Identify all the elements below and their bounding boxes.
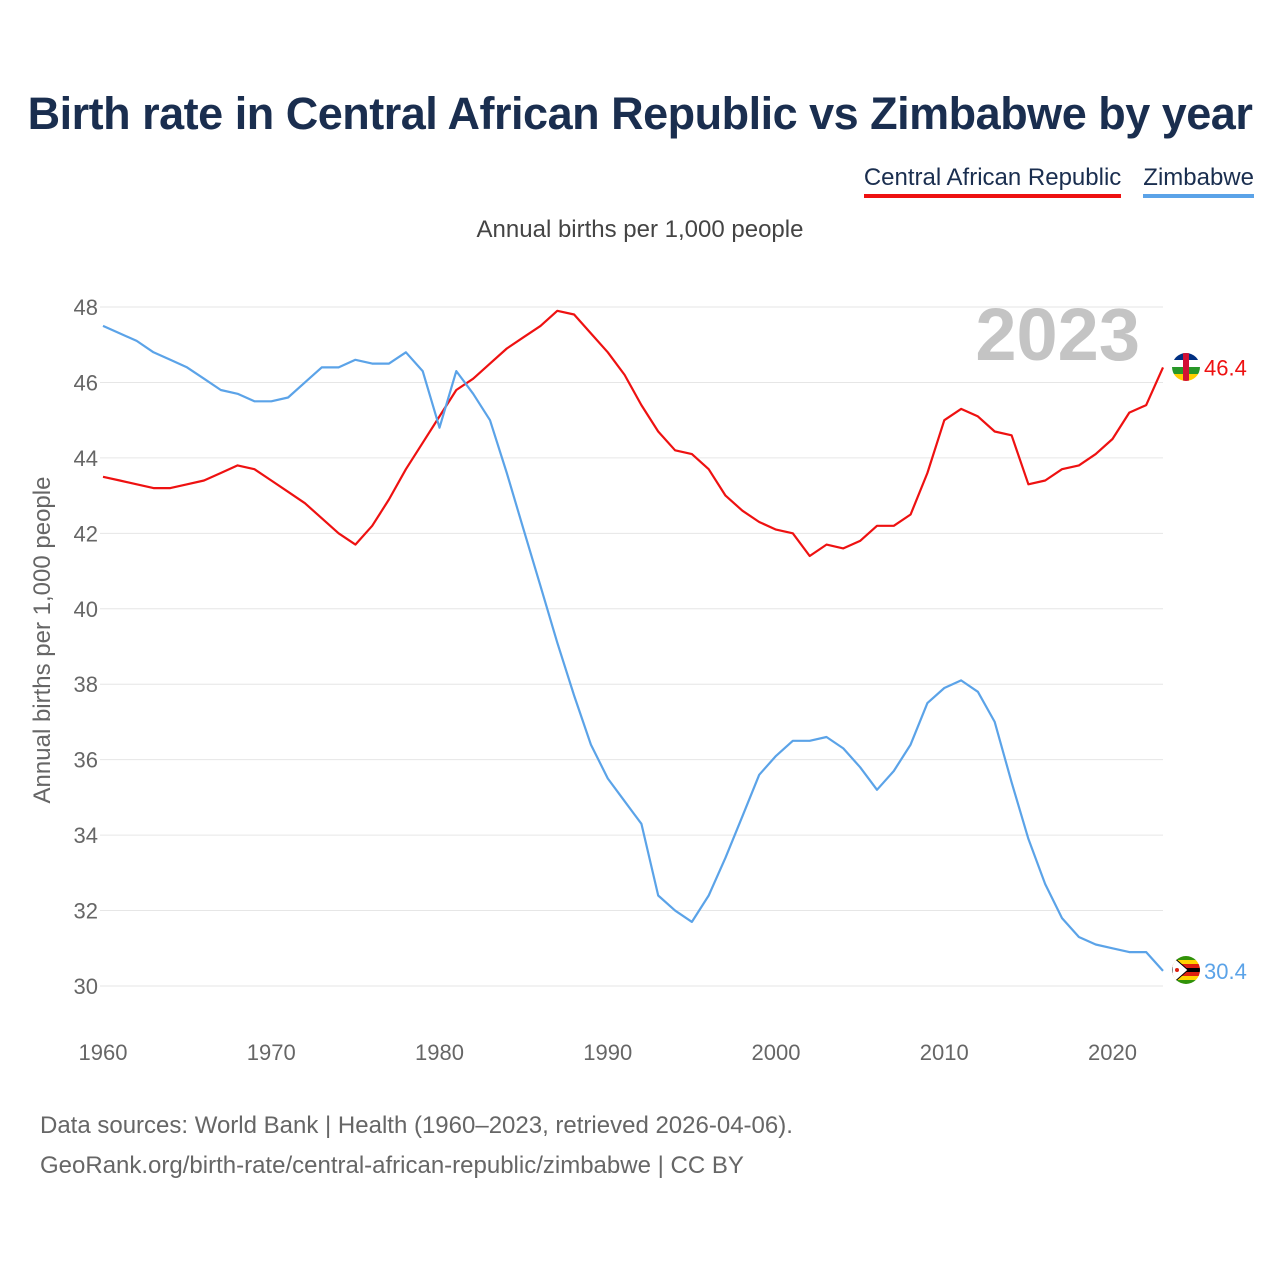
y-tick-label: 38 [74, 672, 98, 697]
x-tick-label: 1990 [583, 1040, 632, 1065]
y-axis-label: Annual births per 1,000 people [29, 477, 56, 804]
x-tick-label: 2020 [1088, 1040, 1137, 1065]
legend: Central African Republic Zimbabwe [863, 164, 1254, 198]
legend-item-central-african-republic[interactable]: Central African Republic [863, 164, 1122, 198]
y-tick-label: 34 [74, 823, 98, 848]
x-tick-label: 1960 [79, 1040, 128, 1065]
central-african-republic-flag-icon [1172, 353, 1200, 381]
source-line: Data sources: World Bank | Health (1960–… [40, 1112, 793, 1139]
y-tick-label: 42 [74, 521, 98, 546]
source-link[interactable]: GeoRank.org/birth-rate/central-african-r… [40, 1152, 744, 1179]
y-tick-label: 36 [74, 748, 98, 773]
end-label-zimbabwe: 30.4 [1204, 959, 1247, 984]
y-tick-label: 32 [74, 899, 98, 924]
chart-title: Birth rate in Central African Republic v… [27, 88, 1253, 139]
y-tick-label: 44 [74, 446, 98, 471]
year-watermark: 2023 [975, 293, 1140, 376]
legend-item-zimbabwe[interactable]: Zimbabwe [1143, 164, 1254, 198]
zimbabwe-flag-icon [1172, 956, 1200, 984]
y-tick-label: 30 [74, 974, 98, 999]
x-tick-label: 2010 [920, 1040, 969, 1065]
chart-subtitle: Annual births per 1,000 people [476, 216, 804, 243]
x-tick-label: 1970 [247, 1040, 296, 1065]
y-tick-label: 48 [74, 295, 98, 320]
data-source-note: Data sources: World Bank | Health (1960–… [40, 1106, 793, 1186]
y-tick-label: 40 [74, 597, 98, 622]
series-line-central-african-republic[interactable] [102, 309, 1165, 558]
y-tick-label: 46 [74, 370, 98, 395]
x-tick-label: 1980 [415, 1040, 464, 1065]
series-line-zimbabwe[interactable] [102, 324, 1164, 972]
end-label-central-african-republic: 46.4 [1204, 355, 1247, 380]
x-tick-label: 2000 [752, 1040, 801, 1065]
